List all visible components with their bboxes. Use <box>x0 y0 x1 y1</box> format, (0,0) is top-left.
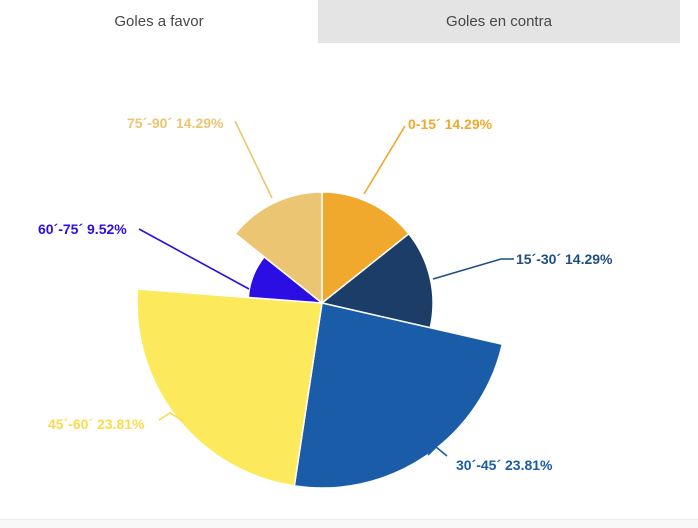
pie-label-0-15: 0-15´ 14.29% <box>408 116 493 132</box>
pie-chart-svg: 0-15´ 14.29% 15´-30´ 14.29% 30´-45´ 23.81%… <box>38 115 613 489</box>
leader-line-75-90 <box>234 120 273 199</box>
pie-slice-30-45[interactable] <box>293 302 504 489</box>
footer-strip <box>0 519 698 528</box>
tab-goles-en-contra-label: Goles en contra <box>446 13 552 30</box>
leader-line-30-45 <box>427 445 448 457</box>
pie-label-15-30: 15´-30´ 14.29% <box>516 251 613 267</box>
tab-goles-en-contra[interactable]: Goles en contra <box>318 0 680 43</box>
goals-time-pie-chart: 0-15´ 14.29% 15´-30´ 14.29% 30´-45´ 23.81%… <box>0 43 698 513</box>
leader-line-0-15 <box>363 125 406 195</box>
pie-label-60-75: 60´-75´ 9.52% <box>38 221 127 237</box>
pie-label-45-60: 45´-60´ 23.81% <box>48 416 145 432</box>
pie-label-75-90: 75´-90´ 14.29% <box>127 115 224 131</box>
tab-goles-a-favor[interactable]: Goles a favor <box>0 0 318 43</box>
leader-line-45-60 <box>158 412 184 422</box>
pie-slice-75-90[interactable] <box>234 191 323 304</box>
pie-slice-45-60[interactable] <box>136 288 323 487</box>
leader-line-60-75 <box>138 228 250 290</box>
tab-goles-a-favor-label: Goles a favor <box>114 13 204 30</box>
tab-bar: Goles a favor Goles en contra <box>0 0 698 43</box>
pie-slice-15-30[interactable] <box>321 233 434 329</box>
pie-label-30-45: 30´-45´ 23.81% <box>456 457 553 473</box>
pie-slice-0-15[interactable] <box>321 191 410 304</box>
leader-line-15-30 <box>432 258 514 280</box>
